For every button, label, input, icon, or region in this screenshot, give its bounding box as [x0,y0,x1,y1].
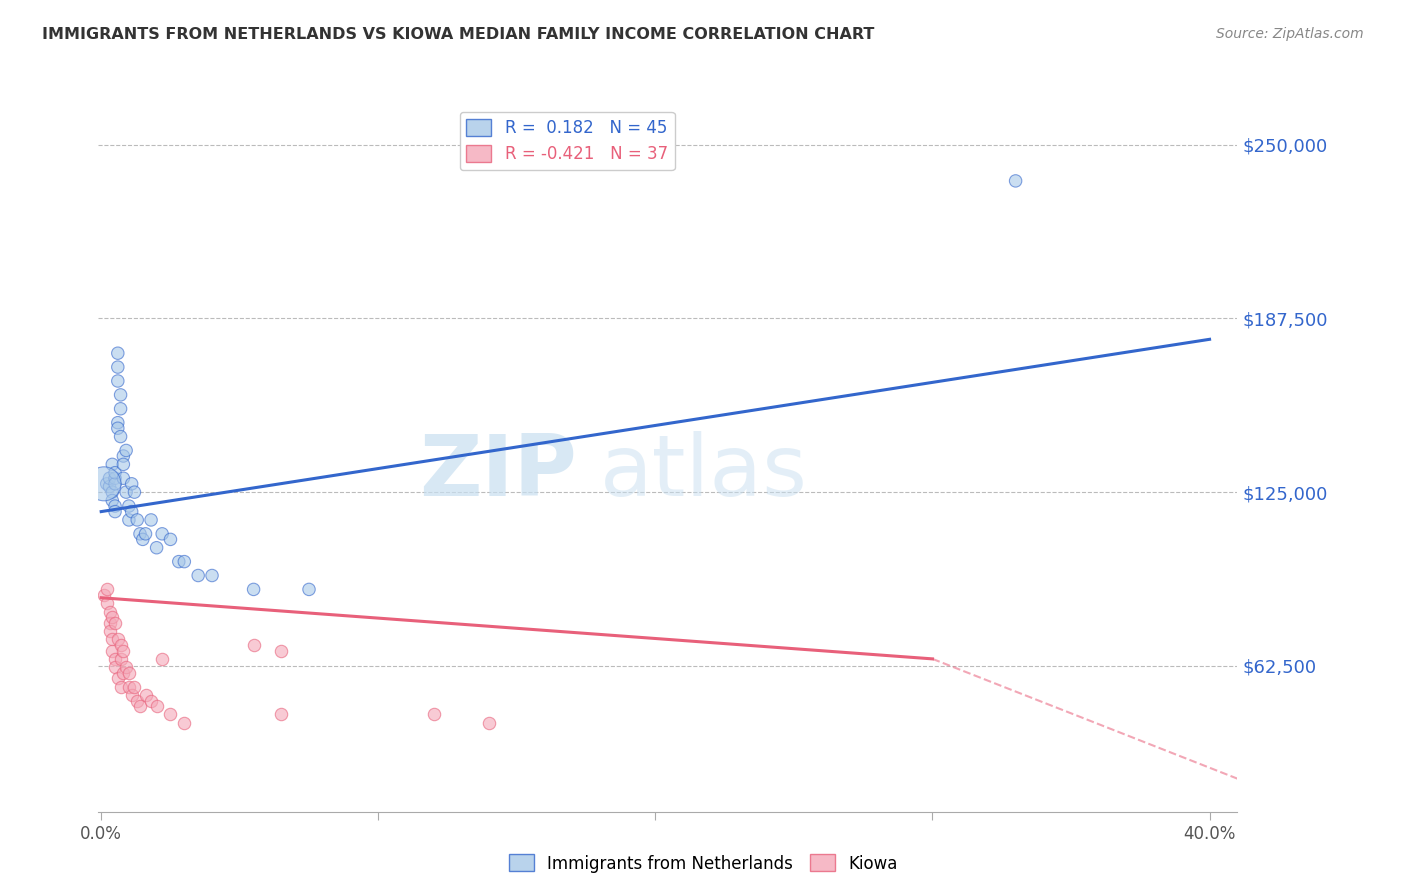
Point [110,638,132,652]
Point [101,632,124,647]
Point [127,693,149,707]
Point [110,401,132,416]
Point [298,582,321,597]
Point [98,605,121,619]
Point [173,555,195,569]
Point [129,526,152,541]
Point [93,476,115,491]
Point [139,513,162,527]
Point [121,505,143,519]
Point [121,476,143,491]
Point [145,541,167,555]
Point [159,707,181,722]
Point [118,499,141,513]
Point [96,596,118,610]
Point [107,360,129,375]
Point [115,660,138,674]
Point [118,513,141,527]
Point [104,476,127,491]
Point [107,416,129,430]
Point [110,652,132,666]
Point [124,680,146,694]
Text: ZIP: ZIP [419,431,576,514]
Point [115,485,138,500]
Point [132,533,155,547]
Point [145,699,167,714]
Point [96,476,118,491]
Point [104,652,127,666]
Point [101,458,124,472]
Point [135,688,157,702]
Point [104,466,127,480]
Point [112,643,135,657]
Point [104,499,127,513]
Point [112,449,135,463]
Point [98,480,121,494]
Point [104,615,127,630]
Point [107,671,129,685]
Point [104,471,127,485]
Point [112,471,135,485]
Point [107,346,129,360]
Point [478,715,501,730]
Point [101,610,124,624]
Point [118,665,141,680]
Point [139,693,162,707]
Point [115,443,138,458]
Point [118,680,141,694]
Point [107,421,129,435]
Point [110,429,132,443]
Point [101,485,124,500]
Point [112,665,135,680]
Point [107,632,129,647]
Text: atlas: atlas [599,431,807,514]
Point [242,582,264,597]
Point [173,715,195,730]
Point [201,568,224,582]
Point [129,699,152,714]
Point [135,526,157,541]
Point [422,707,444,722]
Point [110,680,132,694]
Point [1004,174,1026,188]
Point [101,493,124,508]
Point [98,615,121,630]
Point [121,688,143,702]
Legend: R =  0.182   N = 45, R = -0.421   N = 37: R = 0.182 N = 45, R = -0.421 N = 37 [460,112,675,170]
Text: IMMIGRANTS FROM NETHERLANDS VS KIOWA MEDIAN FAMILY INCOME CORRELATION CHART: IMMIGRANTS FROM NETHERLANDS VS KIOWA MED… [42,27,875,42]
Point [167,555,190,569]
Point [187,568,209,582]
Point [150,526,173,541]
Point [107,374,129,388]
Point [96,582,118,597]
Point [127,513,149,527]
Point [112,458,135,472]
Point [270,707,292,722]
Point [104,505,127,519]
Text: Source: ZipAtlas.com: Source: ZipAtlas.com [1216,27,1364,41]
Legend: Immigrants from Netherlands, Kiowa: Immigrants from Netherlands, Kiowa [502,847,904,880]
Point [98,624,121,639]
Point [98,471,121,485]
Point [93,588,115,602]
Point [101,643,124,657]
Point [159,533,181,547]
Point [104,660,127,674]
Point [242,638,264,652]
Point [150,652,173,666]
Point [270,643,292,657]
Point [124,485,146,500]
Point [110,388,132,402]
